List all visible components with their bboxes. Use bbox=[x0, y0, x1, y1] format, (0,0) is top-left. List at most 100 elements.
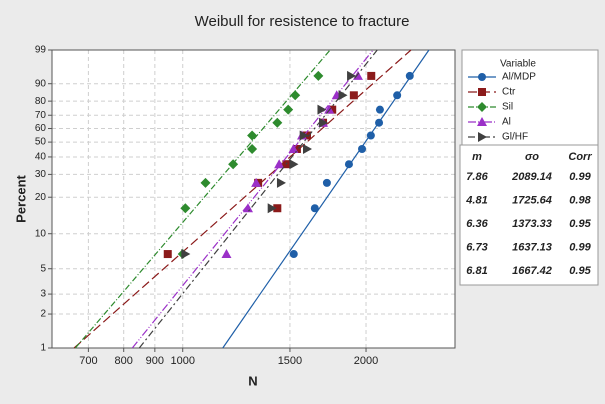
table-cell: 6.36 bbox=[466, 218, 488, 230]
data-point bbox=[313, 70, 324, 81]
plot-area bbox=[52, 50, 455, 348]
table-cell: 4.81 bbox=[465, 194, 487, 206]
data-point bbox=[181, 249, 191, 260]
y-tick-label: 70 bbox=[35, 110, 47, 121]
table-cell: 6.73 bbox=[466, 241, 487, 253]
x-tick-label: 1000 bbox=[170, 355, 194, 367]
data-point bbox=[393, 91, 402, 100]
table-header: σo bbox=[525, 151, 539, 163]
fit-table bbox=[459, 144, 599, 286]
data-point bbox=[274, 159, 285, 169]
plot-border bbox=[51, 49, 456, 349]
x-tick-label: 700 bbox=[79, 355, 97, 367]
data-point bbox=[228, 159, 239, 170]
data-point bbox=[358, 144, 367, 153]
data-point bbox=[319, 117, 329, 128]
legend-marker bbox=[478, 132, 487, 142]
data-point bbox=[366, 131, 375, 140]
data-point bbox=[221, 249, 232, 259]
table-cell: 7.86 bbox=[466, 171, 488, 183]
x-axis-label: N bbox=[248, 373, 257, 388]
data-point bbox=[344, 160, 353, 169]
table-cell: 6.81 bbox=[466, 265, 487, 277]
data-point bbox=[405, 71, 414, 80]
table-cell: 2089.14 bbox=[511, 171, 552, 183]
data-point bbox=[290, 90, 301, 101]
data-point bbox=[367, 71, 376, 80]
data-point bbox=[242, 203, 253, 213]
y-tick-label: 40 bbox=[35, 152, 47, 163]
data-point bbox=[292, 144, 301, 153]
fit-line bbox=[138, 49, 378, 349]
y-tick-label: 1 bbox=[40, 343, 46, 354]
data-point bbox=[328, 105, 337, 114]
y-tick-label: 20 bbox=[35, 192, 47, 203]
data-point bbox=[251, 177, 262, 187]
y-tick-label: 10 bbox=[35, 228, 47, 239]
data-point bbox=[338, 90, 348, 101]
legend-label: Al bbox=[502, 117, 511, 128]
y-tick-label: 80 bbox=[35, 96, 47, 107]
data-point bbox=[289, 159, 299, 170]
table-cell: 1667.42 bbox=[512, 265, 552, 277]
table-cell: 1373.33 bbox=[512, 218, 552, 230]
legend-label: Sil bbox=[502, 102, 513, 113]
data-point bbox=[317, 104, 327, 115]
data-point bbox=[303, 143, 313, 154]
x-tick-label: 800 bbox=[115, 355, 133, 367]
table-cell: 0.99 bbox=[569, 241, 591, 253]
table-header: m bbox=[472, 151, 482, 163]
data-point bbox=[272, 117, 283, 128]
legend-title: Variable bbox=[500, 59, 536, 70]
table-cell: 1725.64 bbox=[512, 194, 552, 206]
data-point bbox=[347, 70, 357, 81]
data-point bbox=[349, 91, 358, 100]
fit-line bbox=[222, 49, 430, 349]
data-point bbox=[375, 118, 384, 127]
y-tick-label: 99 bbox=[35, 45, 47, 56]
data-point bbox=[324, 104, 335, 114]
data-point bbox=[283, 104, 294, 115]
data-point bbox=[200, 177, 211, 188]
data-point bbox=[180, 203, 191, 214]
chart-title: Weibull for resistence to fracture bbox=[195, 13, 410, 30]
data-point bbox=[289, 250, 298, 259]
y-tick-label: 90 bbox=[35, 78, 47, 89]
legend-marker bbox=[477, 102, 487, 112]
y-axis-label: Percent bbox=[13, 174, 28, 222]
data-point bbox=[276, 177, 286, 188]
x-tick-label: 900 bbox=[146, 355, 164, 367]
legend-marker bbox=[478, 88, 486, 96]
data-point bbox=[267, 203, 277, 214]
table-cell: 1637.13 bbox=[512, 241, 552, 253]
legend-marker bbox=[477, 117, 487, 126]
table-cell: 0.95 bbox=[569, 265, 591, 277]
data-point bbox=[163, 250, 172, 259]
x-tick-label: 2000 bbox=[354, 355, 378, 367]
y-tick-label: 60 bbox=[35, 123, 47, 134]
table-header: Corr bbox=[568, 151, 592, 163]
y-tick-label: 3 bbox=[40, 289, 46, 300]
data-point bbox=[288, 143, 299, 153]
data-point bbox=[310, 204, 319, 213]
data-point bbox=[322, 178, 331, 187]
y-tick-label: 5 bbox=[40, 263, 46, 274]
legend-marker bbox=[478, 73, 486, 81]
y-tick-label: 2 bbox=[40, 309, 46, 320]
table-cell: 0.99 bbox=[569, 171, 591, 183]
data-point bbox=[273, 204, 282, 213]
x-tick-label: 1500 bbox=[278, 355, 302, 367]
legend-label: Ctr bbox=[502, 87, 516, 98]
data-point bbox=[247, 143, 258, 154]
fit-line bbox=[73, 49, 412, 349]
table-cell: 0.98 bbox=[569, 194, 591, 206]
data-point bbox=[299, 130, 309, 141]
legend-label: Al/MDP bbox=[502, 72, 536, 83]
table-cell: 0.95 bbox=[569, 218, 591, 230]
data-point bbox=[375, 105, 384, 114]
y-tick-label: 30 bbox=[35, 169, 47, 180]
data-point bbox=[247, 130, 258, 141]
legend-label: Gl/HF bbox=[502, 132, 528, 143]
y-tick-label: 50 bbox=[35, 137, 47, 148]
